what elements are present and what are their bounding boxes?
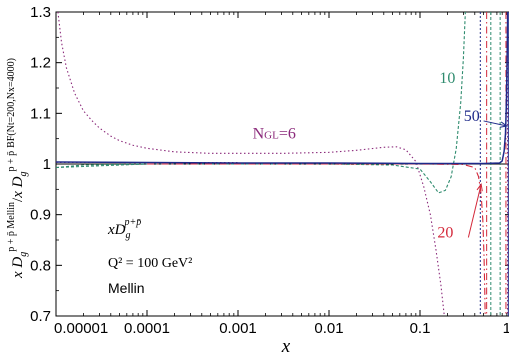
ylabel-num-base: x D bbox=[10, 257, 26, 279]
y-tick-label-5: 1.2 bbox=[30, 55, 51, 72]
arrows bbox=[467, 120, 509, 238]
info-line1: xDg p+p̄ bbox=[107, 217, 141, 241]
ylabel-slash: / bbox=[10, 197, 26, 202]
y-tick-label-3: 1 bbox=[43, 156, 51, 173]
x-tick-label-4: 0.1 bbox=[410, 320, 431, 337]
series-group bbox=[56, 12, 509, 316]
ylabel-num-sup: p + p̄ Mellin bbox=[6, 202, 17, 252]
ylabel-num-sub: g bbox=[18, 252, 29, 257]
arrow-head-1 bbox=[476, 183, 483, 192]
annotation-ngl6: NGL=6 bbox=[253, 126, 296, 143]
info-line1-base: xD bbox=[107, 222, 126, 238]
y-tick-label-2: 0.9 bbox=[30, 207, 51, 224]
x-tick-label-0: 0.00001 bbox=[54, 320, 108, 337]
series-line-ngl-6 bbox=[57, 12, 445, 316]
info-line1-sub: g bbox=[126, 230, 131, 241]
x-tick-label-2: 0.001 bbox=[219, 320, 257, 337]
y-axis-label: x Dgp + p̄ Mellin/x Dgp + p̄BF(Nt=200,Nx… bbox=[6, 58, 29, 279]
x-tick-label-1: 0.0001 bbox=[124, 320, 170, 337]
arrow-line-0 bbox=[483, 120, 507, 127]
y-tick-label-6: 1.3 bbox=[30, 4, 51, 21]
arrow-head-0 bbox=[499, 121, 509, 128]
info-line3: Mellin bbox=[108, 280, 145, 296]
series-line-ngl-20 bbox=[147, 163, 486, 316]
info-line1-sup: p+p̄ bbox=[124, 217, 142, 228]
ngl6-n: N bbox=[253, 126, 265, 143]
ylabel-den-base: x D bbox=[10, 176, 26, 198]
y-tick-label-0: 0.7 bbox=[30, 308, 51, 325]
series-line-ngl-50 bbox=[56, 12, 509, 165]
ylabel-den-sub: g bbox=[18, 172, 29, 177]
arrow-line-1 bbox=[467, 184, 482, 238]
y-tick-labels: 0.7 0.8 0.9 1 1.1 1.2 1.3 bbox=[30, 4, 51, 325]
info-line2: Q² = 100 GeV² bbox=[108, 256, 192, 271]
y-tick-label-1: 0.8 bbox=[30, 257, 51, 274]
annotation-20: 20 bbox=[437, 224, 453, 241]
x-tick-label-5: 1 bbox=[503, 320, 509, 337]
plot-area bbox=[56, 12, 509, 316]
annotation-10: 10 bbox=[439, 70, 455, 87]
ngl6-gl: GL bbox=[264, 130, 279, 142]
x-tick-labels: 0.00001 0.0001 0.001 0.01 0.1 1 bbox=[54, 320, 509, 337]
series-line-ngl-10 bbox=[56, 12, 466, 194]
x-tick-label-3: 0.01 bbox=[314, 320, 343, 337]
ngl6-rest: =6 bbox=[279, 126, 296, 143]
y-tick-label-4: 1.1 bbox=[30, 105, 51, 122]
ylabel-den-sup: p + p̄ bbox=[6, 151, 17, 172]
x-axis-label: x bbox=[281, 336, 291, 357]
ylabel-den-tail: BF(Nt=200,Nx=4000) bbox=[6, 58, 17, 148]
annotation-50: 50 bbox=[464, 108, 480, 125]
